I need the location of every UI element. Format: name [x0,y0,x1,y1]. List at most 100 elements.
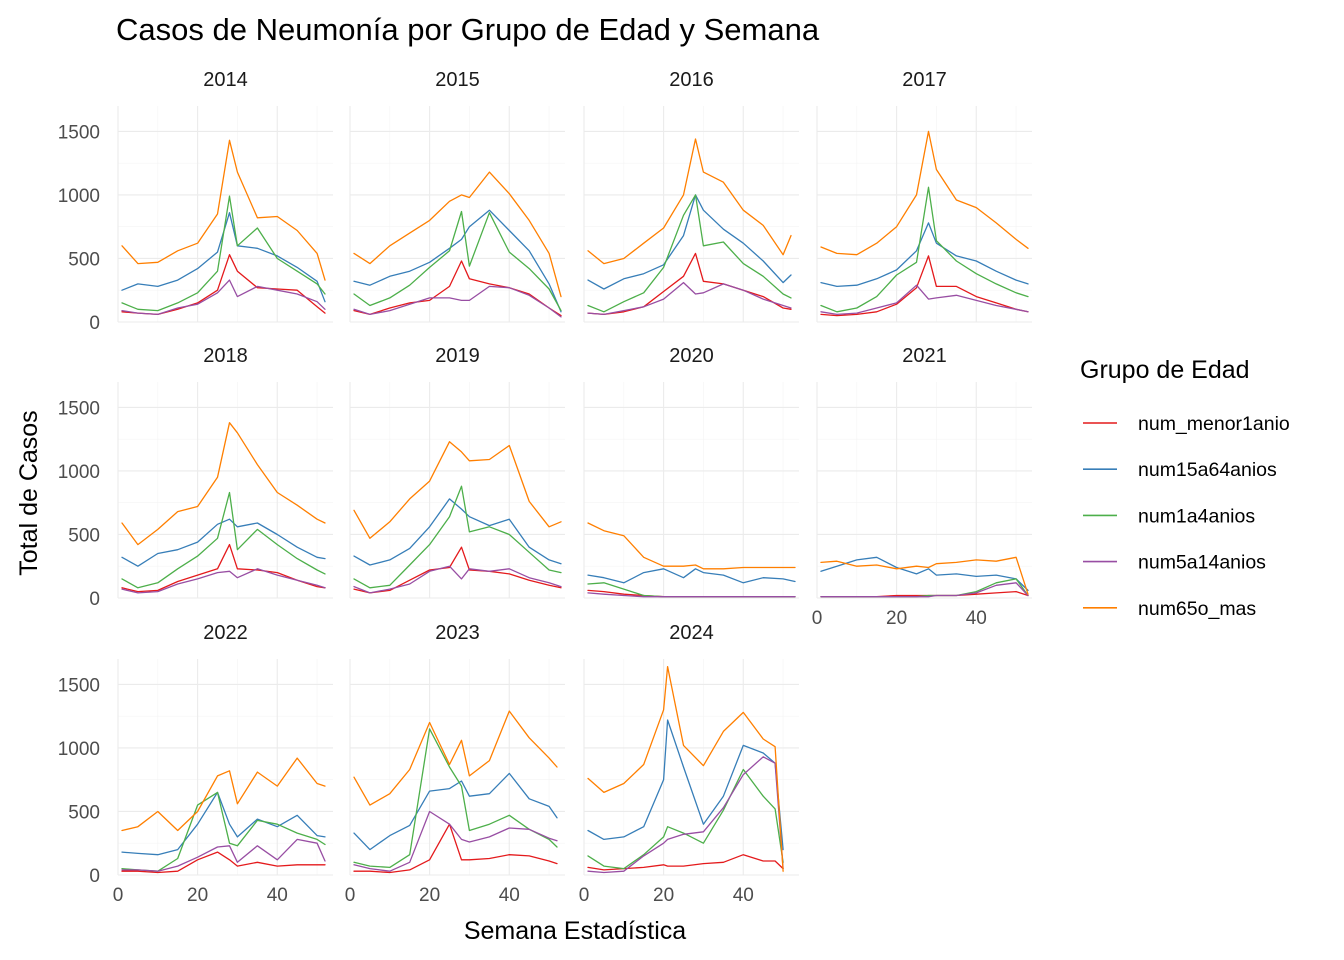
series-line-num65o_mas [353,171,562,298]
series-line-num5a14anios [820,582,1029,598]
series-line-num_menor1anio [353,260,562,317]
panel-2016: 2016 [583,69,799,323]
series-line-num_menor1anio [121,851,326,874]
series-line-num15a64anios [121,212,326,303]
series-line-num15a64anios [820,222,1029,288]
panel-strip-label: 2023 [435,622,480,644]
x-tick-label: 40 [966,608,987,629]
x-tick-label: 0 [113,885,124,906]
panel-strip-label: 2022 [203,622,248,644]
series-line-num65o_mas [820,556,1029,595]
x-tick-label: 0 [812,608,823,629]
x-tick-label: 40 [499,885,520,906]
series-line-num15a64anios [121,791,326,856]
series-line-num65o_mas [587,138,792,265]
series-line-num1a4anios [353,485,562,589]
legend-label-num1a4anios: num1a4anios [1138,505,1255,527]
y-tick-label: 1500 [58,122,100,143]
series-line-num_menor1anio [121,254,326,316]
panel-2023: 2023 0 20 40 [345,622,565,906]
series-line-num5a14anios [353,285,562,318]
series-line-num1a4anios [121,791,326,872]
y-tick-label: 0 [89,313,100,334]
x-tick-label: 20 [653,885,674,906]
series-line-num5a14anios [820,284,1029,316]
legend-label-num_menor1anio: num_menor1anio [1138,413,1290,435]
series-line-num1a4anios [820,186,1029,313]
series-line-num_menor1anio [820,255,1029,317]
series-line-num_menor1anio [353,546,562,594]
panel-strip-label: 2015 [435,69,480,91]
series-line-num1a4anios [353,210,562,312]
y-tick-label: 500 [68,802,100,823]
series-line-num15a64anios [353,772,558,851]
series-line-num15a64anios [353,498,562,566]
y-tick-label: 1000 [58,739,100,760]
y-tick-label: 0 [89,589,100,610]
panel-2020: 2020 [583,345,799,599]
series-line-num_menor1anio [353,823,558,874]
panels-layer: 2014 0 500 1000 1500 2015 2016 2017 2018 0 500 1000… [58,69,1032,906]
x-tick-label: 20 [886,608,907,629]
series-line-num5a14anios [121,838,326,872]
series-line-num1a4anios [353,728,558,869]
series-line-num1a4anios [121,491,326,589]
series-line-num15a64anios [587,568,796,584]
series-line-num15a64anios [587,719,784,851]
panel-2015: 2015 [349,69,565,323]
x-tick-label: 20 [419,885,440,906]
series-line-num5a14anios [587,592,796,598]
x-tick-label: 40 [267,885,288,906]
panel-strip-label: 2016 [669,69,714,91]
panel-2017: 2017 [816,69,1032,323]
series-line-num65o_mas [121,422,326,546]
x-tick-label: 0 [345,885,356,906]
y-tick-label: 1000 [58,186,100,207]
panel-strip-label: 2017 [902,69,947,91]
panel-strip-label: 2019 [435,345,480,367]
panel-2014: 2014 0 500 1000 1500 [58,69,333,334]
series-line-num65o_mas [587,522,796,570]
panel-strip-label: 2021 [902,345,947,367]
series-line-num5a14anios [353,565,562,594]
series-line-num15a64anios [121,518,326,567]
series-line-num65o_mas [353,710,558,806]
series-line-num15a64anios [820,556,1029,592]
series-line-num5a14anios [121,279,326,316]
series-line-num5a14anios [353,810,558,872]
legend-label-num5a14anios: num5a14anios [1138,552,1266,574]
y-axis-title: Total de Casos [15,410,43,575]
y-tick-label: 0 [89,866,100,887]
series-line-num65o_mas [121,139,326,281]
panel-2022: 2022 0 500 1000 1500 0 20 40 [58,622,333,906]
legend-label-num65o_mas: num65o_mas [1138,598,1256,620]
series-line-num_menor1anio [587,252,792,316]
series-line-num65o_mas [353,441,562,539]
series-line-num5a14anios [587,281,792,316]
x-tick-label: 0 [579,885,590,906]
series-line-num5a14anios [121,568,326,594]
legend: Grupo de Edad num_menor1anio num15a64anio… [1080,356,1290,620]
series-line-num1a4anios [587,768,784,870]
chart-title: Casos de Neumonía por Grupo de Edad y Se… [116,12,820,47]
panel-strip-label: 2018 [203,345,248,367]
series-line-num65o_mas [121,757,326,832]
y-tick-label: 500 [68,249,100,270]
series-line-num1a4anios [587,194,792,313]
y-tick-label: 1500 [58,675,100,696]
series-line-num1a4anios [121,195,326,312]
panel-2024: 2024 0 20 40 [579,622,799,906]
panel-2019: 2019 [349,345,565,599]
series-line-num65o_mas [820,130,1029,256]
y-tick-label: 1500 [58,398,100,419]
y-tick-label: 1000 [58,462,100,483]
y-tick-label: 500 [68,525,100,546]
series-line-num1a4anios [820,578,1029,598]
legend-title: Grupo de Edad [1080,356,1250,384]
x-axis-title: Semana Estadística [464,917,686,945]
x-tick-label: 40 [733,885,754,906]
x-tick-label: 20 [187,885,208,906]
series-line-num5a14anios [587,756,784,874]
